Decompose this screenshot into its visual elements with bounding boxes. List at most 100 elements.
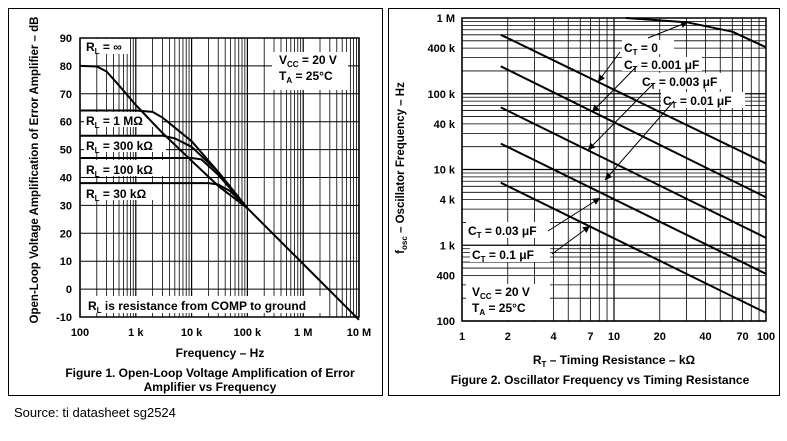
label-ct-0-03: CT = 0.03 μF bbox=[468, 224, 537, 240]
pointer-arrow-line bbox=[647, 21, 689, 39]
series-line-0 bbox=[79, 64, 360, 321]
label-rl-30k: RL = 30 kΩ bbox=[86, 187, 147, 203]
y-tick-label: 10 k bbox=[434, 165, 456, 177]
y-tick-label: 100 bbox=[437, 316, 455, 328]
figure-1-caption: Figure 1. Open-Loop Voltage Amplificatio… bbox=[40, 366, 380, 394]
x-tick-label: 7 bbox=[587, 331, 593, 343]
label-background bbox=[84, 160, 166, 176]
x-tick-label: 10 bbox=[608, 331, 620, 343]
x-tick-label: 4 bbox=[550, 331, 557, 343]
pointer-arrow-line bbox=[591, 66, 637, 113]
y-tick-label: 400 bbox=[437, 270, 455, 282]
x-tick-label: 10 M bbox=[347, 327, 371, 339]
y-tick-label: 80 bbox=[60, 61, 72, 73]
source-note: Source: ti datasheet sg2524 bbox=[14, 405, 176, 420]
figure-2-caption-line-1: Figure 2. Oscillator Frequency vs Timing… bbox=[450, 373, 750, 387]
label-rl-300k: RL = 300 kΩ bbox=[86, 139, 153, 155]
label-background bbox=[84, 136, 166, 152]
series-line-1 bbox=[500, 33, 767, 165]
series-line-0 bbox=[625, 17, 767, 49]
label-background bbox=[84, 112, 162, 127]
label-ta: TA = 25°C bbox=[472, 301, 526, 317]
label-background bbox=[272, 52, 348, 90]
x-axis-title: Frequency – Hz bbox=[176, 346, 265, 360]
y-tick-label: 1 M bbox=[437, 13, 455, 25]
label-ct-0-01: CT = 0.01 μF bbox=[663, 94, 732, 110]
pointer-arrowhead bbox=[605, 172, 613, 180]
figure-1-caption-line-1: Figure 1. Open-Loop Voltage Amplificatio… bbox=[65, 366, 355, 380]
pointer-arrowhead bbox=[588, 142, 596, 150]
y-tick-label: 0 bbox=[66, 284, 72, 296]
pointer-arrow-line bbox=[604, 100, 675, 181]
series-line-2 bbox=[500, 65, 767, 199]
label-ct-0: CT = 0 bbox=[624, 41, 658, 57]
pointer-arrowhead bbox=[598, 74, 605, 82]
y-tick-label: 70 bbox=[60, 89, 72, 101]
y-tick-label: 30 bbox=[60, 200, 72, 212]
y-tick-label: 4 k bbox=[440, 195, 456, 207]
label-background bbox=[466, 222, 550, 238]
pointer-arrowhead bbox=[680, 21, 688, 28]
series-line-4 bbox=[500, 142, 767, 275]
pointer-arrow-line bbox=[551, 225, 591, 255]
series-line-5 bbox=[500, 181, 767, 314]
label-background bbox=[640, 73, 724, 89]
x-tick-label: 1 bbox=[459, 331, 465, 343]
x-tick-label: 100 bbox=[71, 327, 89, 339]
y-tick-label: 40 bbox=[60, 173, 72, 185]
x-tick-label: 20 bbox=[654, 331, 666, 343]
y-tick-label: 90 bbox=[60, 33, 72, 45]
label-rl-note: RL is resistance from COMP to ground bbox=[88, 299, 306, 315]
chart1-plot-frame bbox=[79, 37, 360, 318]
label-rl-1m: RL = 1 MΩ bbox=[86, 114, 143, 130]
x-tick-label: 100 bbox=[757, 331, 775, 343]
label-background bbox=[84, 184, 158, 200]
label-background bbox=[84, 296, 326, 313]
label-background bbox=[622, 57, 702, 71]
y-tick-label: 60 bbox=[60, 117, 72, 129]
pointer-arrowhead bbox=[592, 198, 600, 205]
series-line-2 bbox=[80, 134, 249, 209]
y-tick-label: 400 k bbox=[427, 43, 455, 55]
label-ta: TA = 25°C bbox=[279, 69, 333, 85]
y-tick-label: 100 k bbox=[427, 89, 455, 101]
x-tick-label: 1 k bbox=[128, 327, 144, 339]
x-tick-label: 40 bbox=[699, 331, 711, 343]
x-tick-label: 10 k bbox=[181, 327, 203, 339]
figure-2-panel bbox=[388, 8, 780, 396]
y-tick-label: 40 k bbox=[434, 119, 456, 131]
label-background bbox=[466, 284, 550, 320]
y-axis-title: fosc – Oscillator Frequency – Hz bbox=[395, 82, 409, 254]
figure-2-caption: Figure 2. Oscillator Frequency vs Timing… bbox=[420, 373, 780, 387]
series-line-3 bbox=[80, 157, 249, 209]
label-vcc: VCC = 20 V bbox=[472, 285, 530, 301]
y-tick-label: 50 bbox=[60, 145, 72, 157]
y-tick-label: 10 bbox=[60, 256, 72, 268]
x-tick-label: 70 bbox=[736, 331, 748, 343]
label-ct-0-1: CT = 0.1 μF bbox=[472, 248, 534, 264]
pointer-arrow-line bbox=[587, 82, 655, 151]
y-tick-label: -10 bbox=[56, 312, 72, 324]
y-tick-label: 1 k bbox=[440, 240, 456, 252]
pointer-arrowhead bbox=[582, 226, 590, 233]
x-axis-title: RT – Timing Resistance – kΩ bbox=[533, 353, 696, 369]
label-rl-infinity: RL = ∞ bbox=[86, 40, 122, 56]
label-background bbox=[470, 246, 550, 262]
x-tick-label: 100 k bbox=[234, 327, 262, 339]
chart2-plot-frame bbox=[461, 17, 767, 322]
x-tick-label: 2 bbox=[505, 331, 511, 343]
y-tick-label: 20 bbox=[60, 228, 72, 240]
pointer-arrow-line bbox=[547, 197, 601, 232]
figure-1-caption-line-2: Amplifier vs Frequency bbox=[143, 380, 277, 394]
label-background bbox=[661, 92, 745, 108]
label-background bbox=[84, 39, 130, 54]
label-vcc: VCC = 20 V bbox=[279, 53, 337, 69]
series-line-3 bbox=[500, 106, 767, 239]
series-line-4 bbox=[80, 182, 249, 209]
pointer-arrowhead bbox=[592, 104, 600, 112]
x-tick-label: 1 M bbox=[294, 327, 312, 339]
label-background bbox=[622, 40, 674, 54]
label-ct-0-003: CT = 0.003 μF bbox=[642, 75, 717, 91]
